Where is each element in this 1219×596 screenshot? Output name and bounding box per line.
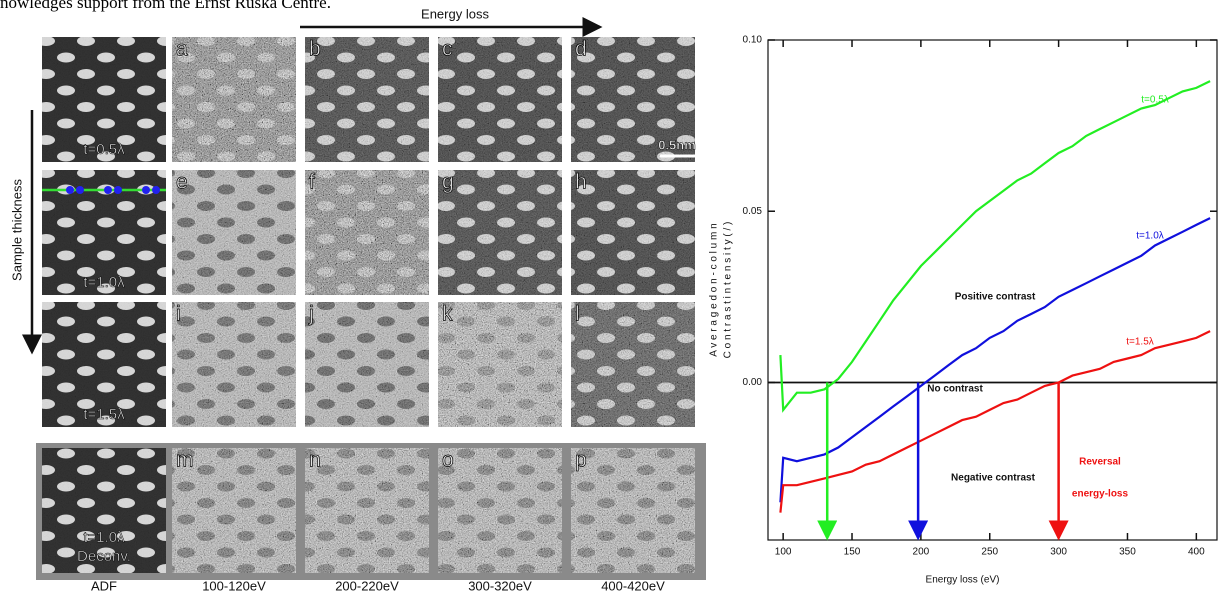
- annotation: energy-loss: [1072, 489, 1129, 500]
- deconv-label: Deconv.: [77, 548, 131, 565]
- image-noise: [571, 37, 695, 162]
- x-tick-label: 100: [775, 547, 792, 558]
- x-tick-label: 300: [1050, 547, 1067, 558]
- image-noise: [438, 448, 562, 573]
- image-noise: [172, 302, 296, 427]
- thickness-label: t=1.0λ: [83, 529, 125, 546]
- series-line: [779, 80, 1211, 413]
- series-label: t=1.0λ: [1136, 231, 1164, 242]
- scale-bar-label: 0.5nm: [658, 137, 696, 152]
- panel-letter: m: [176, 449, 194, 472]
- energy-axis-label: Energy loss: [421, 6, 489, 21]
- x-tick-label: 150: [844, 547, 861, 558]
- image-noise: [305, 170, 429, 295]
- x-axis-label: Energy loss (eV): [926, 575, 1000, 586]
- image-noise: [305, 448, 429, 573]
- header-text: nowledges support from the Ernst Ruska C…: [0, 0, 331, 12]
- thickness-axis-label: Sample thickness: [9, 179, 24, 281]
- panel-letter: a: [176, 38, 188, 61]
- y-tick-label: 0.05: [743, 206, 763, 217]
- x-tick-label: 200: [913, 547, 930, 558]
- image-noise: [571, 302, 695, 427]
- column-dot: [114, 186, 122, 194]
- image-noise: [305, 302, 429, 427]
- x-tick-label: 250: [981, 547, 998, 558]
- column-dot: [142, 186, 150, 194]
- panel-letter: g: [442, 171, 454, 194]
- panel-letter: h: [575, 171, 587, 194]
- panel-letter: l: [575, 303, 580, 326]
- image-noise: [438, 302, 562, 427]
- y-tick-label: 0.00: [743, 377, 763, 388]
- image-noise: [172, 170, 296, 295]
- series-label: t=0.5λ: [1141, 95, 1169, 106]
- column-dot: [66, 186, 74, 194]
- y-axis-label: A v e r a g e d o n - c o l u m n: [709, 223, 720, 356]
- panel-letter: c: [442, 38, 453, 61]
- thickness-label: t=1.5λ: [83, 406, 125, 423]
- series-line: [779, 217, 1211, 503]
- image-noise: [571, 448, 695, 573]
- annotation: No contrast: [927, 384, 983, 395]
- series-line: [779, 330, 1211, 513]
- panel-letter: b: [309, 38, 321, 61]
- column-label: ADF: [91, 578, 117, 593]
- panel-letter: i: [176, 303, 181, 326]
- series-label: t=1.5λ: [1126, 337, 1154, 348]
- panel-letter: d: [575, 38, 587, 61]
- column-dot: [104, 186, 112, 194]
- column-dot: [152, 186, 160, 194]
- panel-letter: e: [176, 171, 188, 194]
- x-tick-label: 350: [1119, 547, 1136, 558]
- panel-letter: o: [442, 449, 454, 472]
- image-noise: [42, 448, 166, 573]
- column-label: 400-420eV: [601, 578, 665, 593]
- annotation: Reversal: [1079, 457, 1121, 468]
- panel-letter: n: [309, 449, 321, 472]
- image-noise: [42, 302, 166, 427]
- x-tick-label: 400: [1188, 547, 1205, 558]
- panel-letter: f: [309, 171, 315, 194]
- thickness-label: t=1.0λ: [83, 274, 125, 291]
- panel-letter: j: [308, 303, 314, 326]
- panel-letter: k: [442, 303, 453, 326]
- thickness-label: t=0.5λ: [83, 141, 125, 158]
- plot-frame: [767, 39, 1218, 541]
- image-noise: [438, 170, 562, 295]
- column-dot: [76, 186, 84, 194]
- image-noise: [438, 37, 562, 162]
- image-noise: [172, 448, 296, 573]
- column-label: 200-220eV: [335, 578, 399, 593]
- image-noise: [42, 37, 166, 162]
- image-noise: [571, 170, 695, 295]
- panel-letter: p: [575, 449, 587, 472]
- y-axis-label: C o n t r a s t i n t e n s i t y ( / ): [723, 222, 734, 359]
- column-label: 300-320eV: [468, 578, 532, 593]
- annotation: Positive contrast: [955, 292, 1036, 303]
- image-noise: [305, 37, 429, 162]
- y-tick-label: 0.10: [743, 35, 763, 46]
- image-noise: [172, 37, 296, 162]
- annotation: Negative contrast: [951, 473, 1036, 484]
- column-label: 100-120eV: [202, 578, 266, 593]
